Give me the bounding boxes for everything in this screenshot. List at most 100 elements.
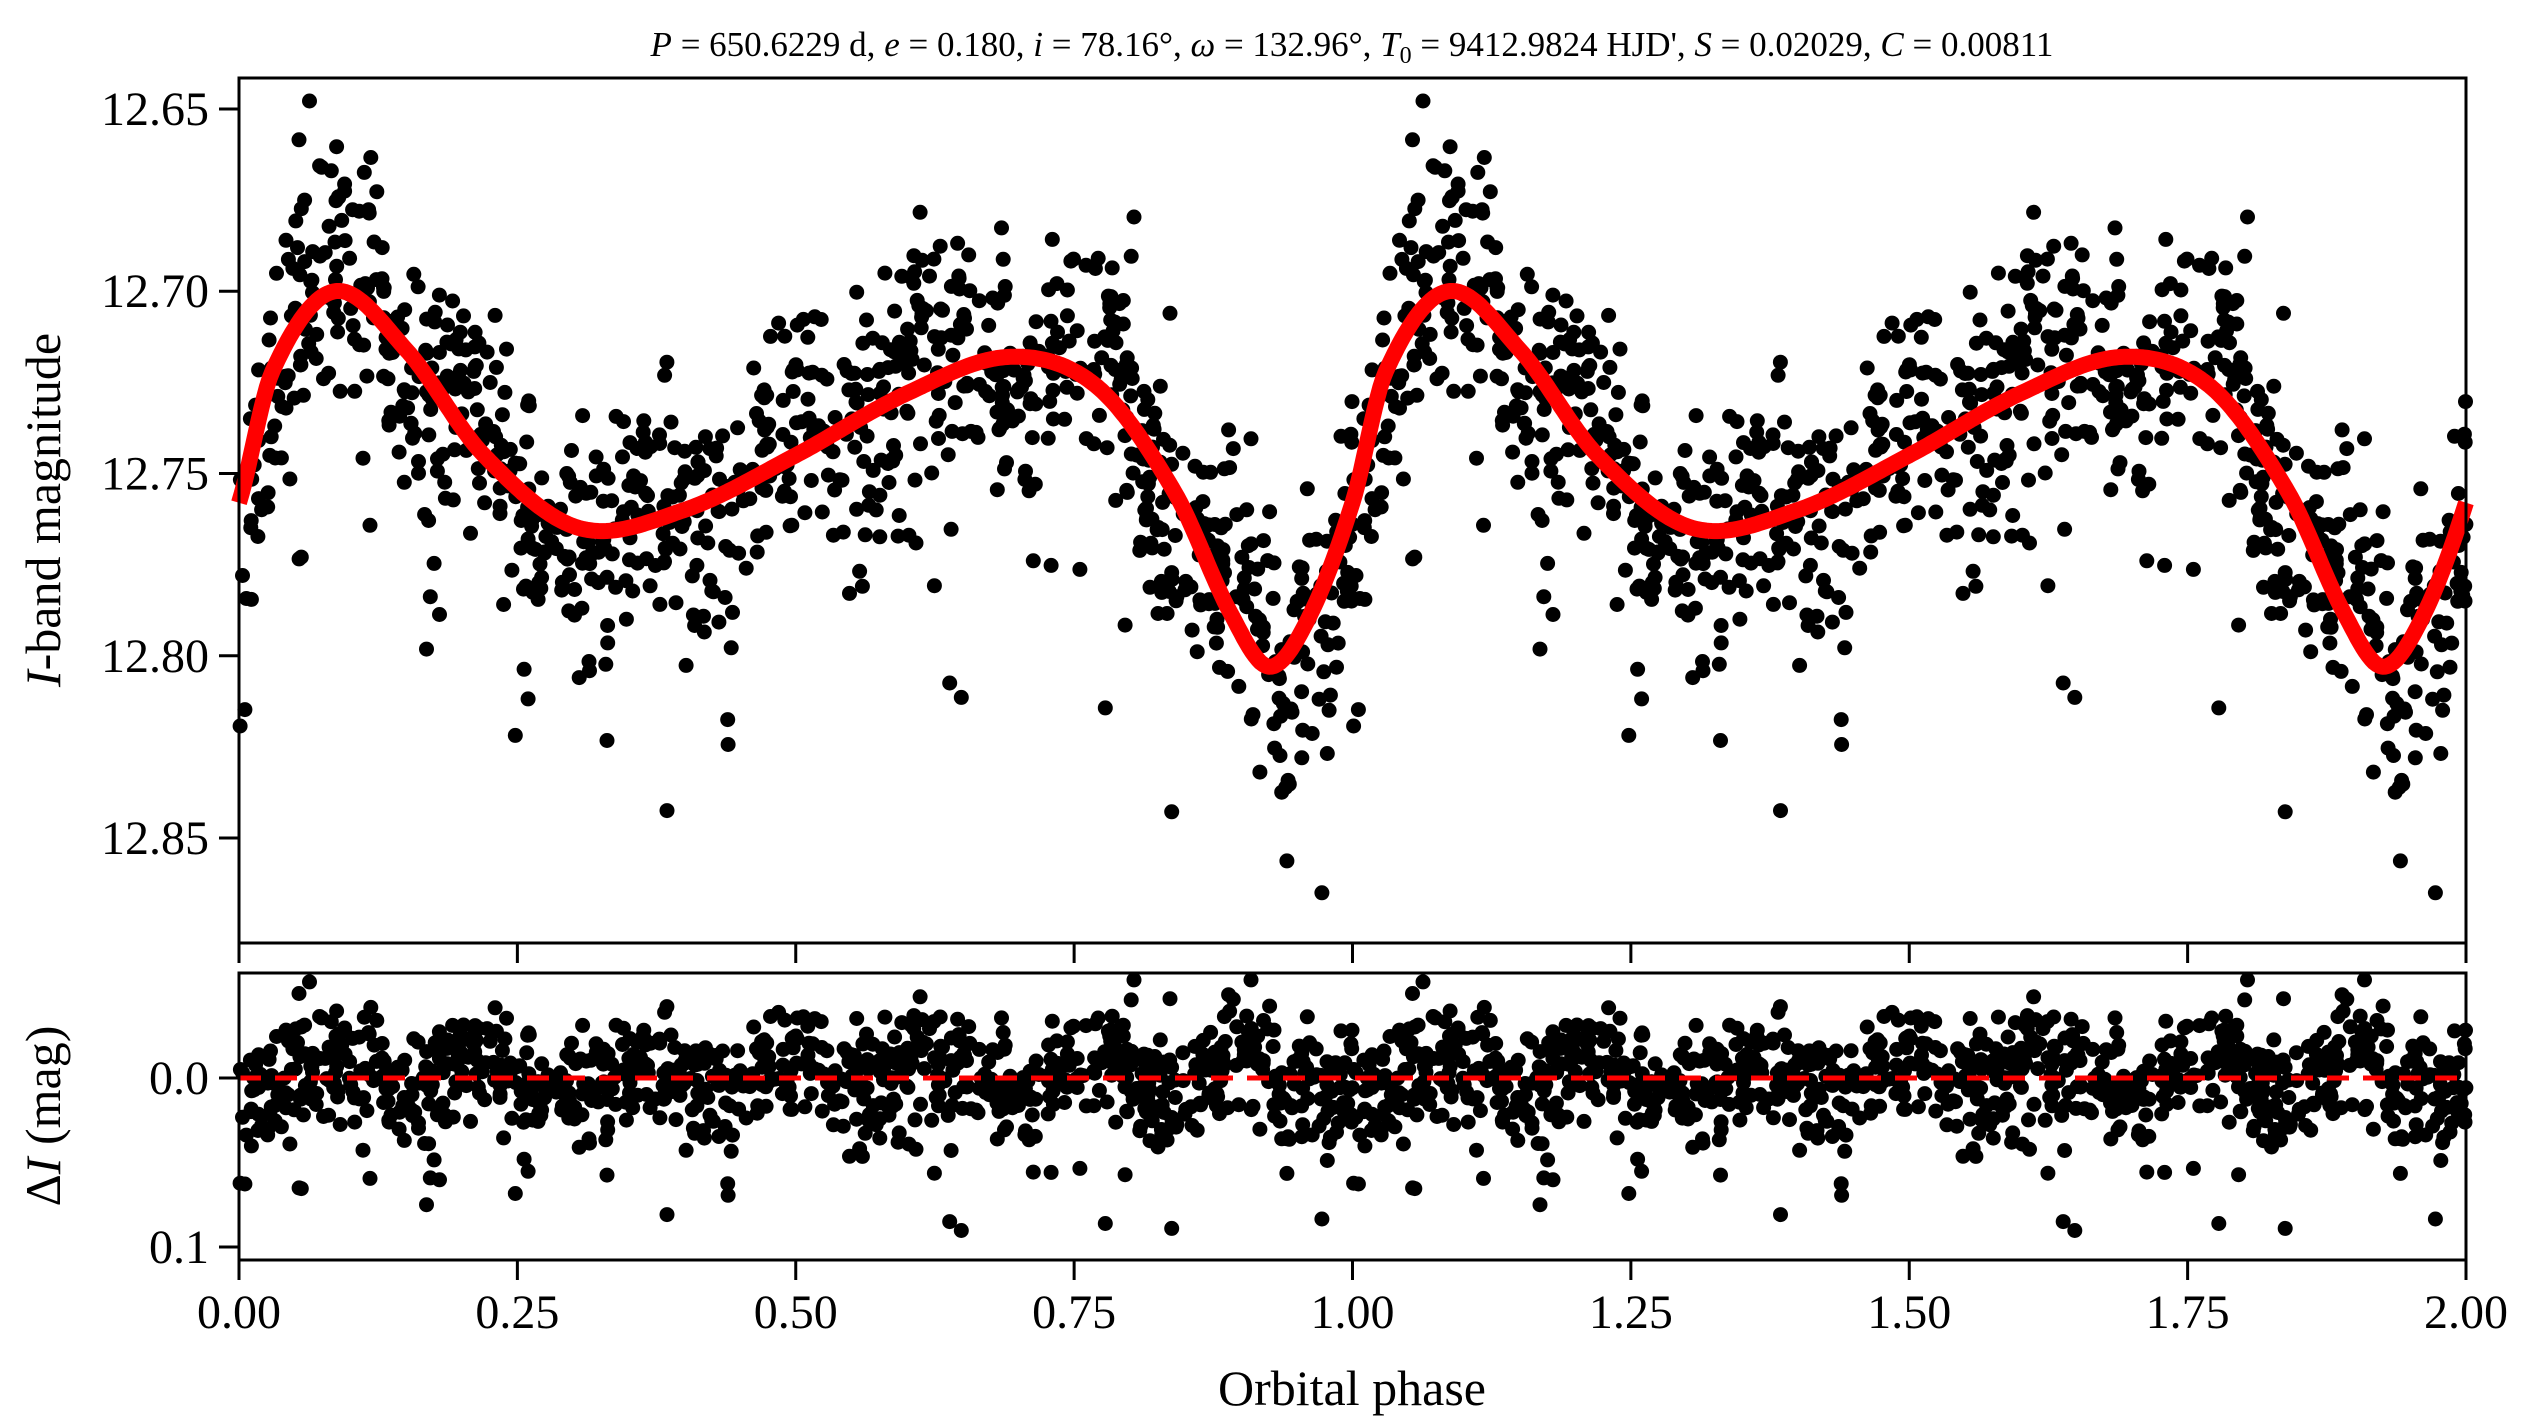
residual-point (1833, 1176, 1849, 1192)
residual-point (861, 1107, 877, 1122)
observation-point (1713, 569, 1728, 585)
residual-point (2000, 1029, 2016, 1045)
observation-point (1749, 413, 1765, 429)
observation-point (1769, 526, 1785, 542)
observation-point (369, 184, 385, 200)
observation-point (1156, 541, 1172, 557)
residual-point (1274, 1131, 1290, 1147)
observation-point (282, 471, 298, 487)
observation-point (261, 332, 277, 348)
observation-point (595, 493, 611, 509)
observation-point (1059, 379, 1075, 395)
observation-point (1817, 583, 1833, 599)
y-tick-label: 12.75 (101, 448, 209, 501)
residual-point (418, 1059, 434, 1075)
observation-point (2055, 675, 2071, 691)
observation-point (1294, 570, 1310, 586)
residual-point (1222, 1003, 1238, 1019)
observation-point (1333, 428, 1349, 444)
observation-point (1843, 420, 1859, 436)
residual-point (785, 1040, 801, 1056)
residual-point (2063, 1011, 2079, 1027)
residual-point (2335, 1003, 2351, 1019)
observation-point (1965, 563, 1981, 579)
residual-point (2439, 1099, 2455, 1115)
observation-point (297, 192, 313, 208)
residual-point (2154, 1106, 2170, 1122)
residual-point (1630, 1151, 1646, 1167)
residual-point (496, 1130, 512, 1146)
observation-point (2037, 465, 2053, 481)
residual-point (497, 1031, 513, 1047)
observation-point (1602, 359, 1618, 375)
residual-point (636, 1022, 652, 1038)
observation-point (421, 427, 437, 443)
observation-point (2017, 269, 2032, 285)
residual-point (1524, 1115, 1540, 1131)
observation-point (2141, 476, 2157, 492)
observation-point (781, 471, 797, 487)
observation-point (1294, 684, 1310, 700)
observation-point (834, 472, 850, 488)
observation-point (2210, 329, 2226, 345)
observation-point (1451, 233, 1467, 249)
observation-point (1852, 560, 1868, 576)
observation-point (1374, 485, 1390, 501)
observation-point (1045, 411, 1061, 427)
observation-point (1123, 388, 1139, 404)
residual-point (2040, 1165, 2056, 1181)
observation-point (1545, 287, 1561, 303)
residual-point (806, 1063, 822, 1079)
residual-point (470, 1079, 486, 1095)
residual-point (1572, 1078, 1588, 1094)
observation-point (932, 238, 948, 254)
residual-point (1458, 1030, 1474, 1046)
residual-point (1778, 1062, 1794, 1078)
observation-point (263, 310, 278, 326)
residual-point (957, 1047, 972, 1063)
residual-point (968, 1102, 984, 1118)
observation-point (321, 218, 337, 234)
observation-point (1990, 265, 2006, 281)
observation-point (1505, 444, 1521, 460)
residual-point (723, 1143, 739, 1159)
observation-point (337, 233, 353, 249)
observation-point (2233, 350, 2249, 366)
model-curve (231, 283, 2474, 675)
observation-point (2450, 486, 2466, 501)
observation-point (536, 544, 552, 560)
observation-point (1446, 383, 1462, 399)
residual-point (2221, 1054, 2237, 1070)
residual-point (935, 1039, 950, 1055)
observation-point (629, 441, 645, 456)
residual-point (2021, 1112, 2036, 1128)
observation-point (2344, 678, 2360, 694)
observation-point (849, 284, 865, 300)
residual-point (1997, 1097, 2013, 1113)
observation-point (1713, 733, 1728, 748)
residual-point (1899, 1040, 1915, 1056)
observation-point (513, 540, 529, 556)
observation-point (2082, 424, 2098, 440)
observation-point (1831, 590, 1847, 605)
residual-point (564, 1035, 579, 1051)
observation-point (2027, 309, 2043, 325)
observation-point (2308, 494, 2324, 510)
observation-point (469, 402, 485, 418)
observation-point (492, 498, 508, 514)
observation-point (1632, 434, 1648, 450)
residual-point (1968, 1148, 1984, 1164)
residual-point (2155, 1089, 2171, 1105)
residual-point (2303, 1122, 2319, 1138)
residual-point (1344, 1022, 1360, 1038)
observation-point (971, 293, 987, 309)
observation-point (1002, 410, 1018, 426)
observation-point (1123, 248, 1139, 264)
observation-point (1711, 656, 1727, 672)
observation-point (1617, 562, 1633, 578)
residual-point (1164, 1220, 1180, 1236)
observation-point (1406, 357, 1422, 373)
observation-point (391, 444, 407, 460)
observation-point (2240, 209, 2255, 225)
observation-point (1177, 582, 1193, 598)
